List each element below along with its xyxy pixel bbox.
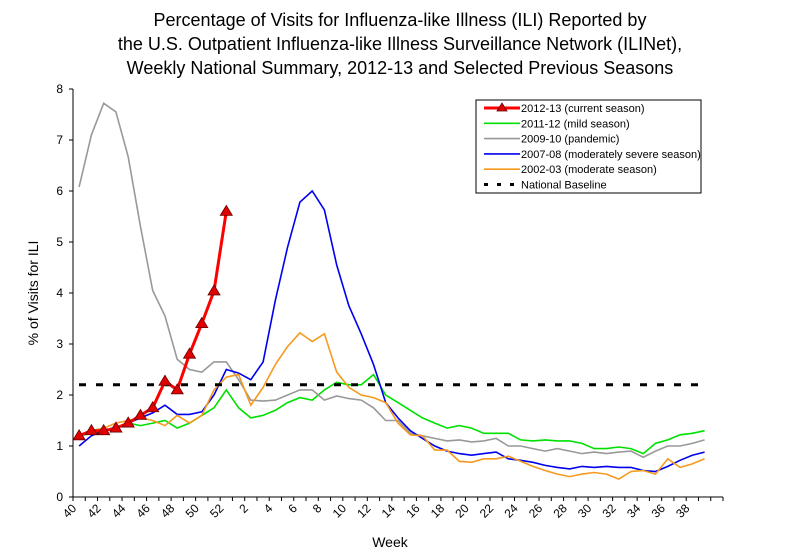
data-point-triangle	[133, 408, 148, 420]
x-tick-label: 4	[261, 501, 276, 516]
series-line-2007-08	[78, 189, 705, 473]
x-tick-label: 26	[526, 501, 546, 521]
x-tick-label: 50	[183, 501, 203, 521]
data-point-triangle	[72, 429, 86, 441]
x-tick-label: 42	[84, 501, 104, 521]
y-axis-label: % of Visits for ILI	[25, 241, 41, 346]
data-point-triangle	[219, 204, 234, 216]
data-point-triangle	[182, 347, 197, 359]
x-tick-label: 22	[477, 501, 497, 521]
x-tick-label: 10	[330, 501, 350, 521]
x-tick-label: 8	[310, 501, 325, 516]
x-tick-label: 44	[109, 501, 129, 521]
series-line-2002-03	[78, 331, 705, 480]
x-tick-label: 38	[673, 501, 693, 521]
chart-title-line-2: the U.S. Outpatient Influenza-like Illne…	[118, 34, 682, 54]
legend-label: 2002-03 (moderate season)	[521, 164, 657, 176]
y-tick-label: 6	[56, 184, 63, 198]
data-point-triangle	[158, 374, 172, 386]
y-tick-label: 7	[56, 133, 63, 147]
x-tick-label: 30	[575, 501, 595, 521]
legend-label: 2011-12 (mild season)	[521, 118, 630, 130]
legend-label: 2009-10 (pandemic)	[521, 134, 619, 146]
legend-marker-triangle	[496, 102, 508, 112]
x-tick-label: 46	[133, 501, 153, 521]
legend: 2012-13 (current season) 2011-12 (mild se…	[475, 99, 702, 194]
x-tick-label: 24	[501, 501, 521, 521]
data-point-triangle	[84, 423, 99, 436]
series-line-2009-10	[78, 102, 705, 459]
data-point-triangle	[146, 400, 160, 413]
x-tick-label: 18	[428, 501, 448, 521]
x-tick-label: 36	[649, 501, 669, 521]
y-tick-label: 5	[56, 235, 63, 249]
legend-label: National Baseline	[521, 180, 607, 192]
x-axis-label: Week	[372, 534, 409, 550]
x-tick-label: 20	[452, 501, 472, 521]
data-point-triangle	[96, 423, 111, 436]
x-tick-label: 32	[600, 501, 620, 521]
legend-box	[475, 99, 702, 194]
x-tick-label: 48	[158, 501, 178, 521]
series-line-2011-12	[78, 373, 705, 455]
data-point-triangle	[195, 316, 209, 329]
x-tick-label: 52	[207, 501, 227, 521]
data-point-triangle	[207, 284, 221, 296]
x-tick-label: 34	[624, 501, 644, 521]
x-tick-label: 6	[285, 501, 300, 516]
x-tick-label: 12	[354, 501, 374, 521]
data-point-triangle	[121, 416, 135, 428]
y-tick-label: 4	[56, 286, 63, 300]
legend-label: 2012-13 (current season)	[521, 103, 645, 115]
y-tick-label: 0	[56, 490, 63, 504]
series-lines	[72, 102, 705, 480]
y-tick-label: 8	[56, 82, 63, 96]
data-point-triangle	[109, 421, 123, 433]
x-tick-label: 16	[403, 501, 423, 521]
chart-title-line-3: Weekly National Summary, 2012-13 and Sel…	[127, 58, 674, 78]
y-tick-label: 3	[56, 337, 63, 351]
chart-title-line-1: Percentage of Visits for Influenza-like …	[154, 10, 647, 30]
x-tick-label: 28	[550, 501, 570, 521]
data-point-triangle	[170, 383, 184, 395]
y-tick-label: 1	[56, 439, 63, 453]
x-tick-label: 2	[236, 501, 251, 516]
legend-label: 2007-08 (moderately severe season)	[521, 149, 701, 161]
y-tick-label: 2	[56, 388, 63, 402]
x-tick-label: 14	[379, 501, 399, 521]
